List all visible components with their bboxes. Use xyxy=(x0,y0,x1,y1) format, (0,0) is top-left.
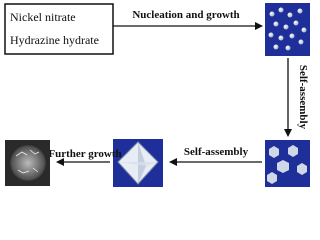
arrow-label: Nucleation and growth xyxy=(132,9,239,21)
reagent: Hydrazine hydrate xyxy=(10,33,99,47)
diagram: Nickel nitrate Hydrazine hydrate Nucleat… xyxy=(4,3,310,187)
nuclei-image xyxy=(265,3,310,56)
arrow-label: Self-assembly xyxy=(184,146,249,158)
arrow-label: Self-assembly xyxy=(297,65,309,130)
reagent: Nickel nitrate xyxy=(10,10,76,24)
reagent-box xyxy=(4,3,114,55)
octahedron-image xyxy=(113,139,163,187)
sem-image xyxy=(5,140,50,186)
arrow-label: Further growth xyxy=(48,148,121,160)
hexagon-image xyxy=(265,140,310,187)
